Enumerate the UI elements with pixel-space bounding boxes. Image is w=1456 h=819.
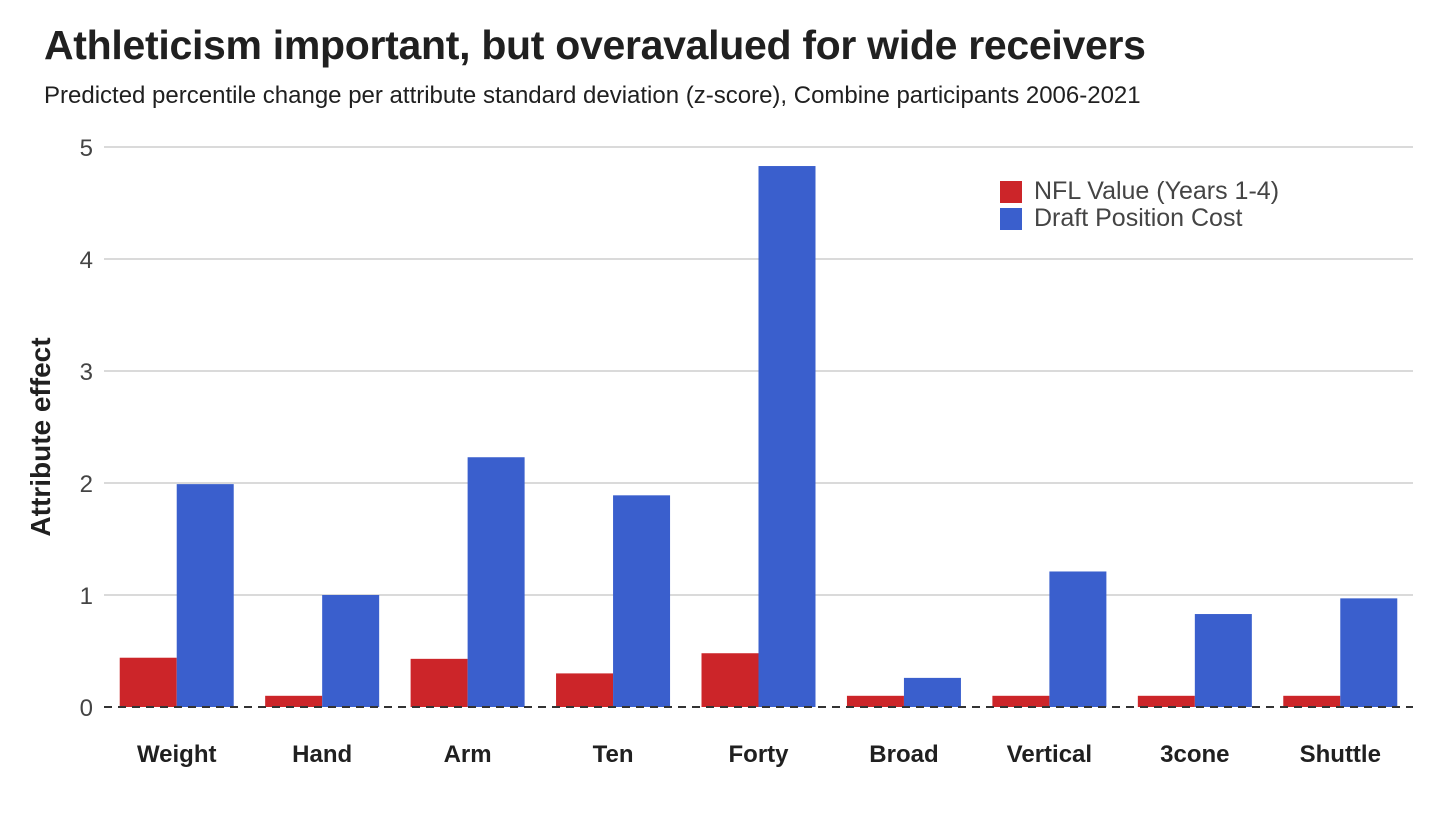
bar-nfl-value-3cone <box>1137 695 1195 707</box>
legend: NFL Value (Years 1-4) Draft Position Cos… <box>1000 177 1280 232</box>
bar-nfl-value-arm <box>410 658 468 707</box>
bar-nfl-value-broad <box>846 695 904 707</box>
legend-item-draft-position-cost: Draft Position Cost <box>1000 204 1279 232</box>
bar-nfl-value-ten <box>556 673 614 707</box>
bar-draft-position-cost-shuttle <box>1340 598 1398 707</box>
bar-draft-position-cost-vertical <box>1049 571 1107 707</box>
legend-swatch-draft-position-cost <box>1000 207 1022 230</box>
bar-draft-position-cost-arm <box>467 457 525 707</box>
bar-draft-position-cost-forty <box>758 166 816 708</box>
legend-item-nfl-value: NFL Value (Years 1-4) <box>1000 177 1280 205</box>
y-tick-label: 2 <box>80 471 93 498</box>
x-tick-label: Forty <box>729 741 790 768</box>
bar-draft-position-cost-weight <box>176 484 234 707</box>
bar-nfl-value-vertical <box>992 695 1050 707</box>
y-tick-label: 1 <box>80 583 93 610</box>
bar-nfl-value-weight <box>119 657 177 707</box>
y-tick-label: 3 <box>80 359 93 386</box>
bar-nfl-value-forty <box>701 653 759 707</box>
x-tick-label: Vertical <box>1007 741 1092 768</box>
bar-draft-position-cost-ten <box>613 495 671 707</box>
legend-swatch-nfl-value <box>1000 180 1022 203</box>
bar-draft-position-cost-hand <box>322 595 380 707</box>
y-tick-label: 0 <box>80 695 93 722</box>
x-tick-label: Hand <box>292 741 352 768</box>
y-tick-label: 4 <box>80 247 93 274</box>
x-tick-label: Ten <box>593 741 634 768</box>
chart-title: Athleticism important, but overavalued f… <box>44 22 1146 68</box>
chart-subtitle: Predicted percentile change per attribut… <box>44 82 1141 109</box>
x-tick-label: Arm <box>444 741 492 768</box>
bar-nfl-value-shuttle <box>1283 695 1341 707</box>
x-tick-label: Weight <box>137 741 217 768</box>
legend-label-draft-position-cost: Draft Position Cost <box>1034 204 1243 232</box>
bars <box>119 166 1398 708</box>
bar-nfl-value-hand <box>265 695 323 707</box>
axes: 0 1 2 3 4 5 Weight Hand Arm Ten Forty Broad Vertical… <box>80 135 1413 768</box>
bar-draft-position-cost-broad <box>903 677 961 707</box>
bar-draft-position-cost-3cone <box>1194 614 1252 707</box>
y-tick-label: 5 <box>80 135 93 162</box>
x-tick-label: 3cone <box>1160 741 1229 768</box>
x-tick-label: Shuttle <box>1300 741 1381 768</box>
x-tick-label: Broad <box>869 741 938 768</box>
legend-label-nfl-value: NFL Value (Years 1-4) <box>1034 177 1280 205</box>
